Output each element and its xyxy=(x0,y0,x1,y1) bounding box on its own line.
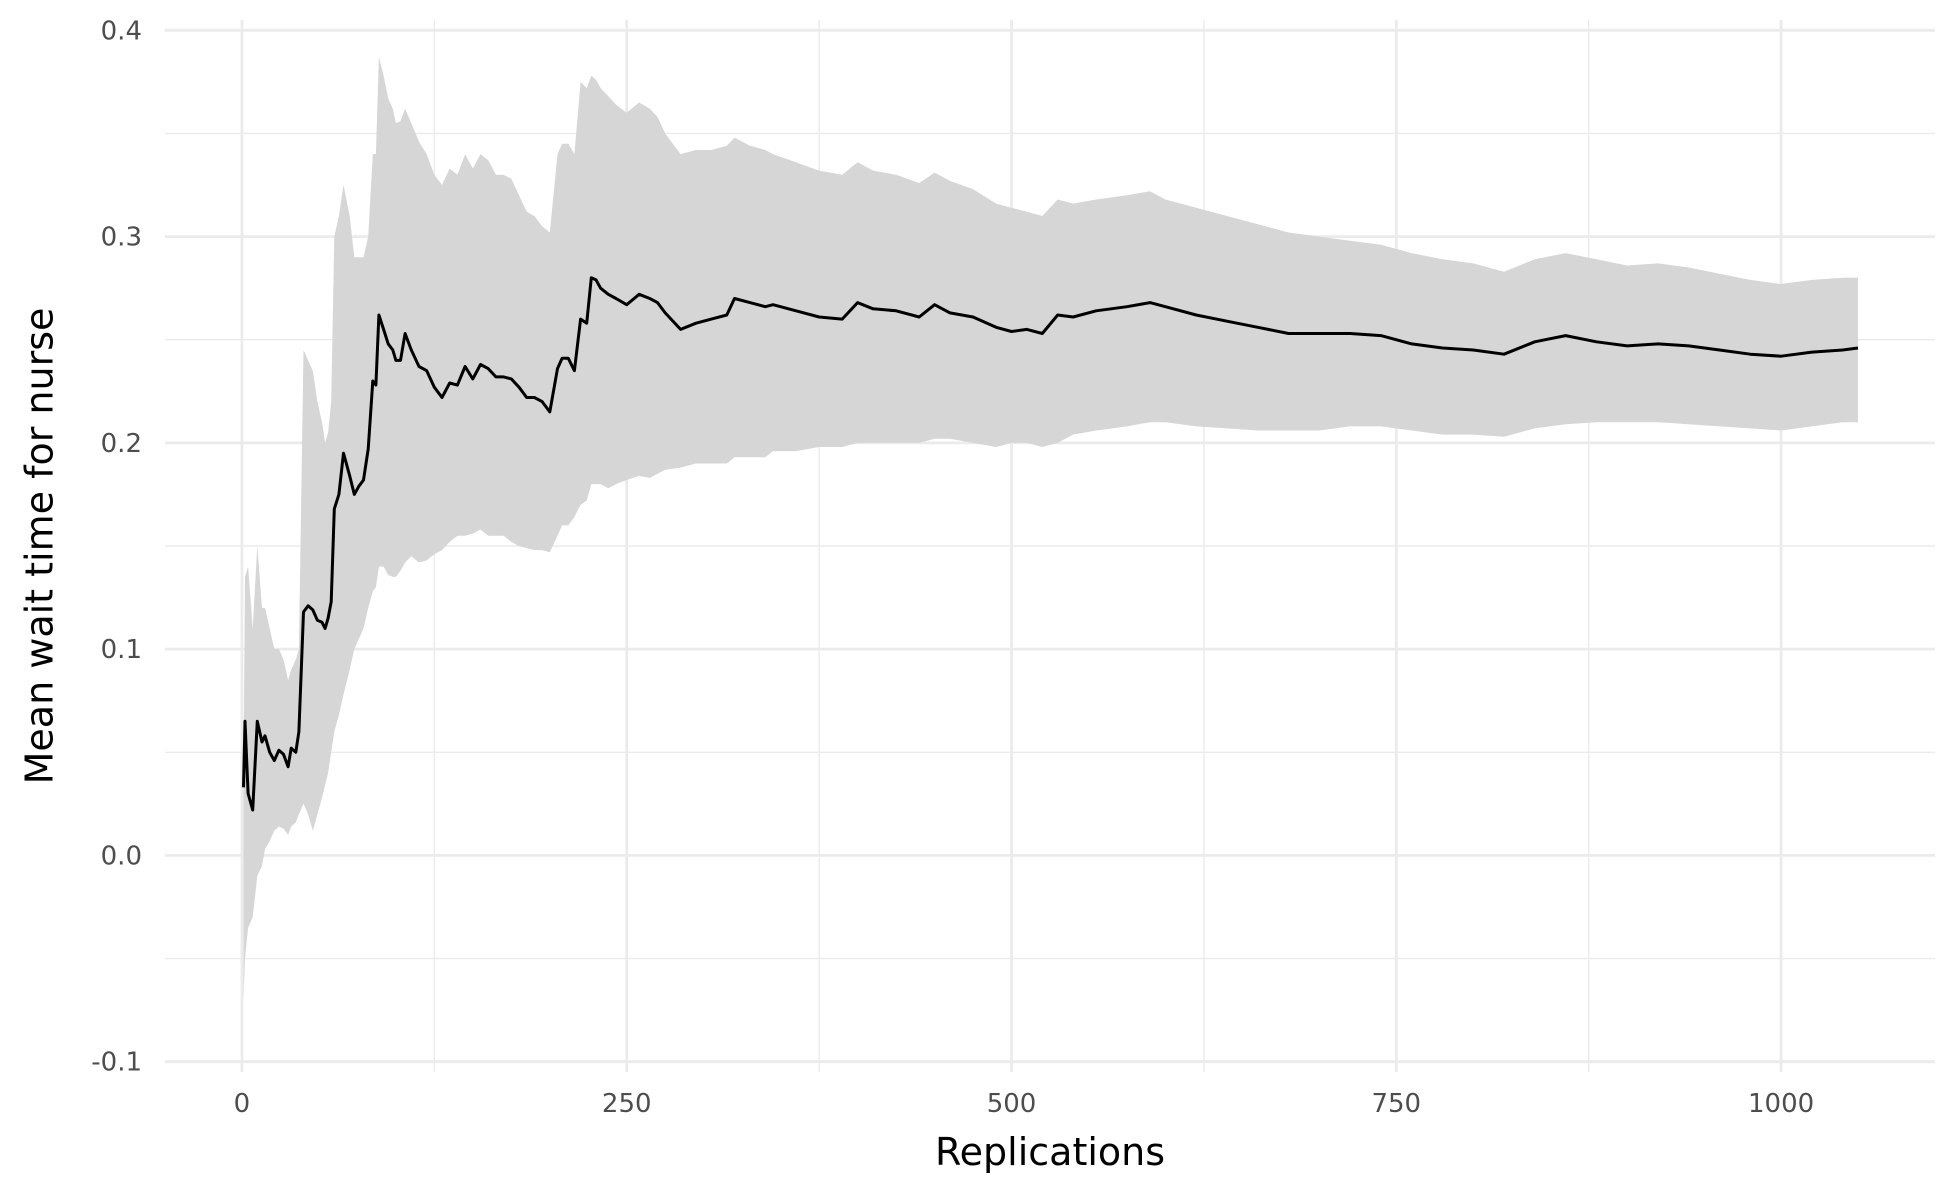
confidence-ribbon xyxy=(243,57,1858,1000)
y-tick-label: 0.1 xyxy=(101,635,142,665)
y-axis-ticks: -0.1 0.0 0.1 0.2 0.3 0.4 xyxy=(91,16,142,1077)
x-axis-title: Replications xyxy=(935,1130,1165,1174)
mean-line xyxy=(242,276,1859,812)
y-tick-label: 0.2 xyxy=(101,429,142,459)
x-axis-ticks: 0 250 500 750 1000 xyxy=(234,1089,1814,1119)
x-tick-label: 0 xyxy=(234,1089,251,1119)
y-tick-label: 0.3 xyxy=(101,223,142,253)
y-tick-label: 0.4 xyxy=(101,16,142,46)
y-tick-label: 0.0 xyxy=(101,841,142,871)
x-tick-label: 250 xyxy=(602,1089,652,1119)
x-tick-label: 1000 xyxy=(1748,1089,1814,1119)
x-tick-label: 750 xyxy=(1371,1089,1421,1119)
y-axis-title: Mean wait time for nurse xyxy=(18,308,62,785)
y-tick-label: -0.1 xyxy=(91,1048,142,1078)
x-tick-label: 500 xyxy=(987,1089,1037,1119)
